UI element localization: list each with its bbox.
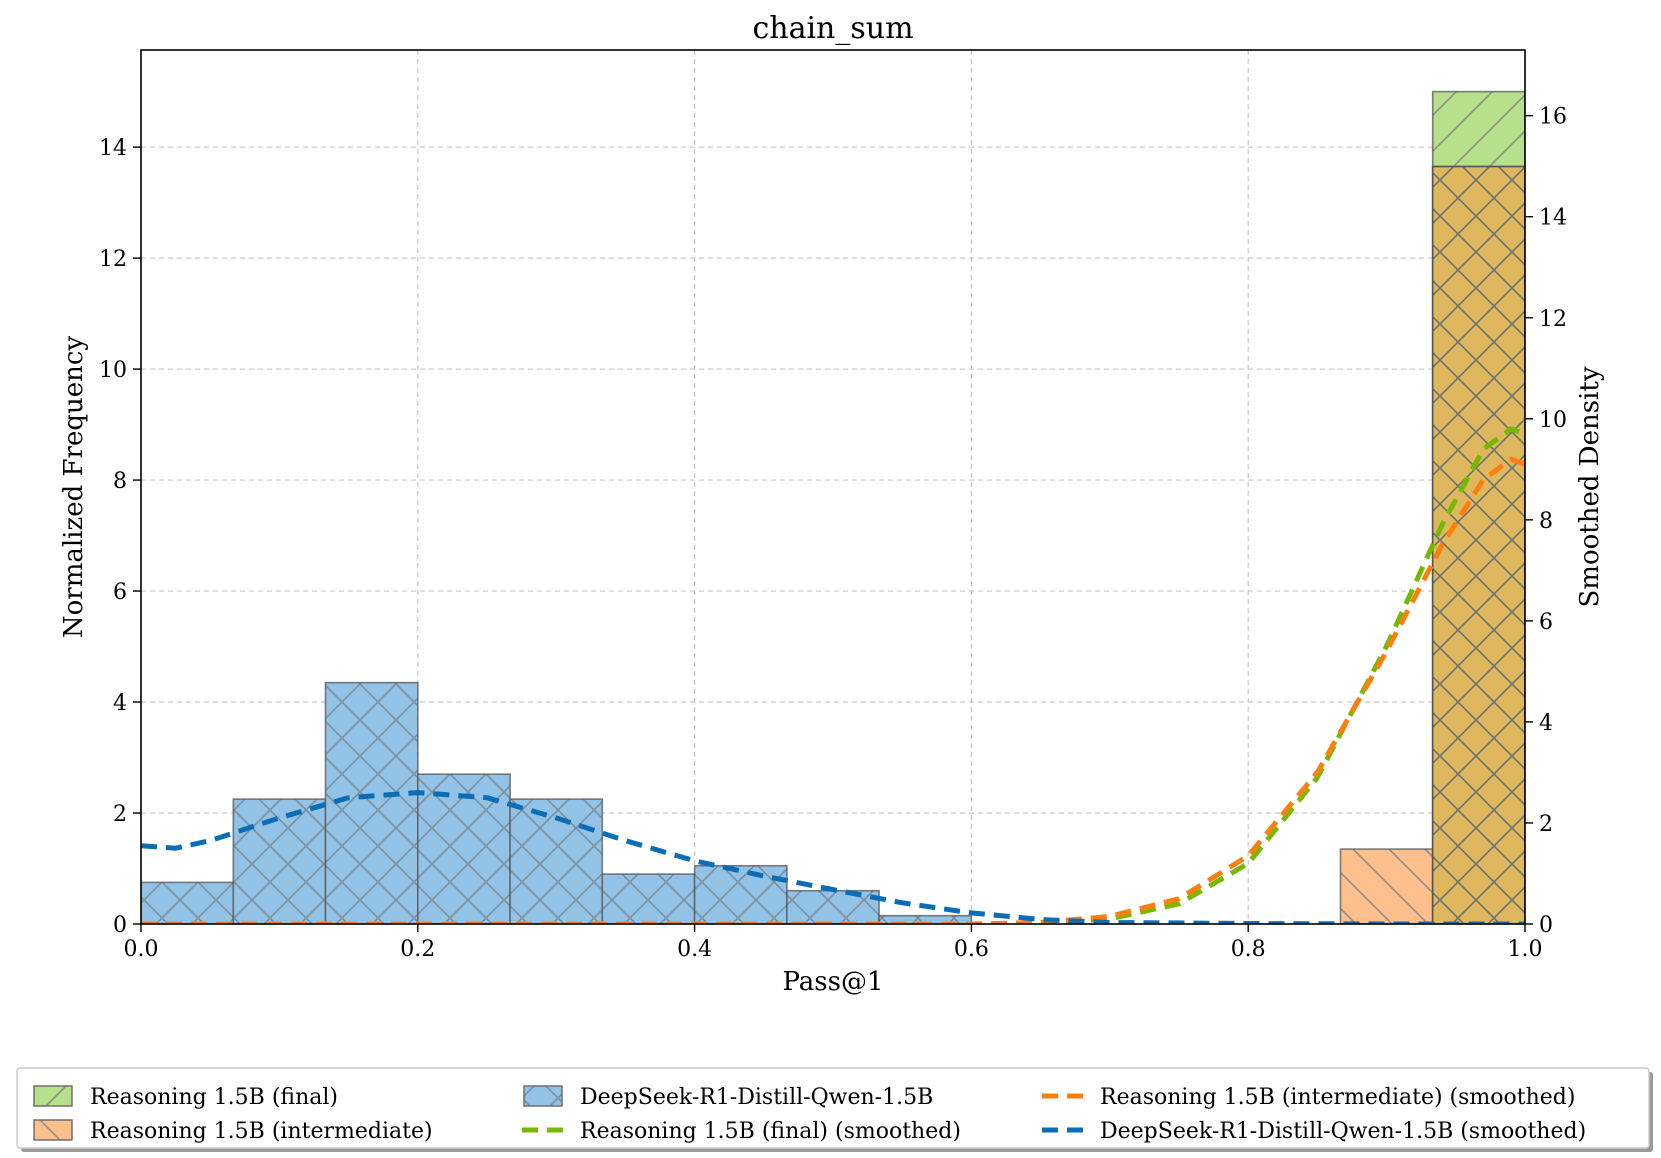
y2-tick-label: 10 — [1539, 408, 1567, 433]
legend: Reasoning 1.5B (final) Reasoning 1.5B (in… — [16, 1067, 1653, 1152]
y-tick-label: 4 — [113, 691, 127, 716]
legend-swatch-hatch — [523, 1085, 563, 1107]
legend-item: Reasoning 1.5B (intermediate) — [33, 1119, 433, 1144]
bar-overlap-hatch — [1431, 165, 1525, 924]
bar-deepseek-r1-distill-qwen-1-5b-hatch — [141, 881, 235, 924]
y2-tick-label: 8 — [1539, 509, 1553, 534]
y-tick-label: 8 — [113, 469, 127, 494]
x-tick-label: 0.4 — [677, 937, 712, 962]
bar-deepseek-r1-distill-qwen-1-5b-hatch — [601, 873, 696, 924]
legend-label: Reasoning 1.5B (intermediate) — [90, 1119, 433, 1144]
y-ticks-left: 0 2 4 6 8 10 12 14 — [99, 136, 141, 938]
y2-tick-label: 2 — [1539, 812, 1553, 837]
y2-tick-label: 6 — [1539, 610, 1553, 635]
x-tick-label: 0.8 — [1231, 937, 1266, 962]
y-tick-label: 0 — [113, 913, 127, 938]
bar-deepseek-r1-distill-qwen-1-5b-hatch — [878, 914, 973, 924]
density-lines — [141, 426, 1525, 924]
legend-item: Reasoning 1.5B (final) (smoothed) — [522, 1119, 961, 1144]
legend-label: Reasoning 1.5B (final) (smoothed) — [580, 1119, 961, 1144]
bar-deepseek-r1-distill-qwen-1-5b-hatch — [693, 864, 788, 924]
legend-box — [16, 1067, 1650, 1149]
bar-deepseek-r1-distill-qwen-1-5b-hatch — [786, 889, 880, 924]
bar-deepseek-r1-distill-qwen-1-5b-hatch — [232, 798, 327, 924]
grid — [141, 50, 1525, 924]
histogram-bars — [141, 90, 1525, 924]
x-tick-label: 1.0 — [1508, 937, 1543, 962]
y-ticks-right: 0 2 4 6 8 10 12 14 16 — [1525, 105, 1567, 938]
plot-frame — [140, 49, 1526, 925]
legend-item: DeepSeek-R1-Distill-Qwen-1.5B — [523, 1085, 933, 1110]
legend-label: Reasoning 1.5B (final) — [90, 1085, 338, 1110]
y-tick-label: 2 — [113, 802, 127, 827]
legend-item: DeepSeek-R1-Distill-Qwen-1.5B (smoothed) — [1042, 1119, 1586, 1144]
y2-tick-label: 14 — [1539, 206, 1567, 231]
bar-deepseek-r1-distill-qwen-1-5b-hatch — [324, 681, 419, 924]
x-axis-label: Pass@1 — [782, 967, 883, 997]
legend-swatch-hatch — [33, 1119, 73, 1141]
bar-reasoning-1-5b-intermediate-hatch — [1339, 848, 1434, 924]
legend-item: Reasoning 1.5B (intermediate) (smoothed) — [1042, 1085, 1575, 1110]
y-tick-label: 6 — [113, 580, 127, 605]
y-tick-label: 10 — [99, 358, 127, 383]
legend-label: Reasoning 1.5B (intermediate) (smoothed) — [1100, 1085, 1575, 1110]
legend-label: DeepSeek-R1-Distill-Qwen-1.5B (smoothed) — [1100, 1119, 1586, 1144]
y-axis-label-left: Normalized Frequency — [59, 336, 89, 639]
line-reasoning-1-5b-intermediate-smoothed — [141, 456, 1525, 924]
y2-tick-label: 4 — [1539, 711, 1553, 736]
y-axis-label-right: Smoothed Density — [1575, 366, 1605, 607]
y2-tick-label: 0 — [1539, 913, 1553, 938]
x-ticks: 0.0 0.2 0.4 0.6 0.8 1.0 — [124, 924, 1543, 962]
chart-title: chain_sum — [752, 11, 913, 46]
y2-tick-label: 12 — [1539, 307, 1567, 332]
legend-item: Reasoning 1.5B (final) — [33, 1085, 338, 1110]
x-tick-label: 0.2 — [400, 937, 435, 962]
x-tick-label: 0.6 — [954, 937, 989, 962]
y-tick-label: 12 — [99, 247, 127, 272]
x-tick-label: 0.0 — [124, 937, 159, 962]
y2-tick-label: 16 — [1539, 105, 1567, 130]
legend-label: DeepSeek-R1-Distill-Qwen-1.5B — [580, 1085, 933, 1110]
legend-swatch-hatch — [33, 1085, 73, 1107]
y-tick-label: 14 — [99, 136, 127, 161]
